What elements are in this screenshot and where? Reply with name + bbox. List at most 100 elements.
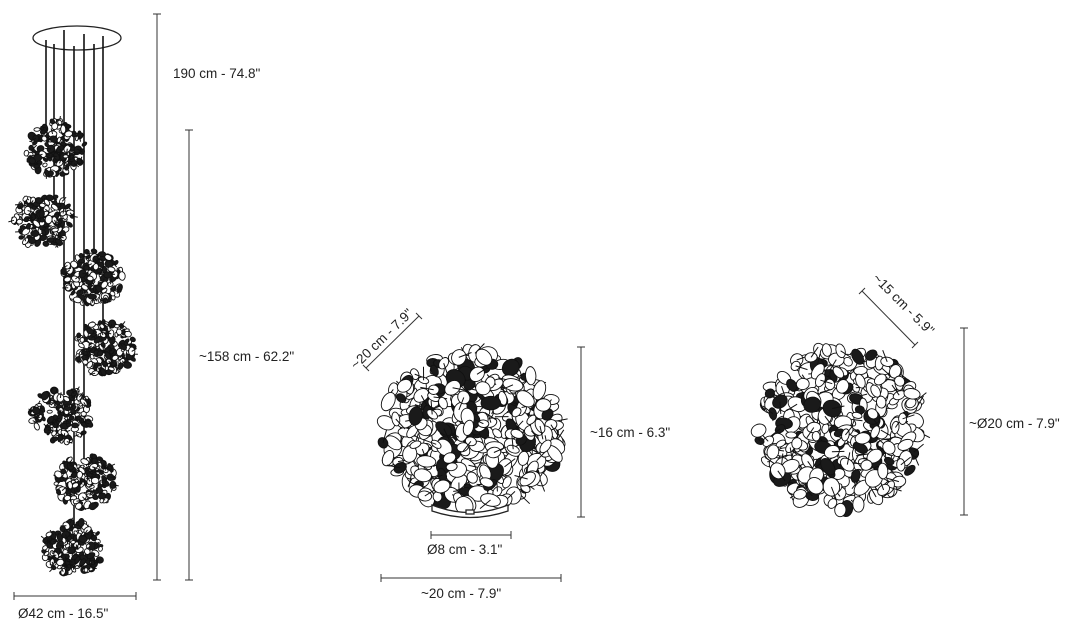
leaf-shape — [65, 284, 72, 292]
leaf-shape — [36, 403, 42, 407]
leaf-shape — [49, 558, 55, 566]
leaf-shape — [75, 356, 82, 362]
leaf-stem — [58, 235, 64, 239]
leaf-shape — [104, 346, 111, 353]
leaf-shape — [22, 195, 29, 202]
leaf-stem — [54, 417, 61, 422]
leaf-shape — [81, 284, 89, 291]
canopy-diameter-dimension-line — [13, 592, 137, 600]
leaf-shape — [129, 336, 136, 343]
leaf-stem — [50, 155, 57, 157]
leaf-stem — [105, 332, 112, 335]
leaf-stem — [30, 200, 34, 206]
leaf-shape — [70, 260, 79, 269]
leaf-stem — [42, 225, 49, 229]
leaf-stem — [62, 265, 68, 269]
leaf-shape — [22, 237, 29, 246]
leaf-shape — [51, 227, 59, 233]
total-height-label: 190 cm - 74.8" — [173, 66, 261, 81]
leaf-shape — [750, 423, 767, 438]
leaf-stem — [76, 148, 83, 153]
leaf-stem — [81, 300, 88, 304]
leaf-shape — [86, 327, 94, 335]
base-diameter-dimension-line — [430, 531, 512, 539]
leaf-shape — [80, 417, 85, 424]
leaf-stem — [27, 210, 34, 213]
leaf-shape — [100, 367, 107, 377]
leaf-shape — [89, 353, 95, 360]
leaf-stem — [19, 205, 24, 212]
leaf-shape — [124, 328, 130, 332]
leaf-stem — [82, 255, 89, 258]
leaf-shape — [41, 229, 47, 236]
leaf-stem — [82, 393, 87, 400]
table-width-label: ~20 cm - 7.9" — [421, 586, 501, 601]
table-lamp-leaf-cluster — [376, 343, 568, 516]
leaf-shape — [19, 225, 26, 230]
leaf-stem — [913, 443, 924, 453]
leaf-shape — [26, 222, 31, 230]
leaf-stem — [119, 352, 124, 359]
leaf-shape — [95, 531, 100, 536]
leaf-stem — [32, 416, 39, 420]
leaf-stem — [58, 409, 62, 416]
leaf-stem — [85, 355, 92, 358]
leaf-shape — [46, 415, 55, 424]
leaf-shape — [62, 154, 69, 159]
leaf-stem — [8, 219, 15, 223]
leaf-shape — [51, 387, 58, 395]
leaf-stem — [73, 434, 79, 438]
leaf-shape — [87, 321, 96, 328]
leaf-shape — [97, 261, 105, 269]
leaf-shape — [65, 422, 72, 428]
leaf-shape — [18, 235, 25, 240]
leaf-stem — [79, 135, 81, 142]
leaf-stem — [131, 347, 137, 352]
leaf-shape — [30, 214, 36, 221]
leaf-shape — [56, 136, 62, 143]
leaf-shape — [51, 430, 57, 437]
leaf-shape — [90, 476, 100, 485]
leaf-shape — [39, 129, 47, 135]
leaf-shape — [87, 293, 97, 300]
leaf-shape — [69, 415, 75, 421]
leaf-shape — [99, 323, 105, 330]
leaf-shape — [57, 435, 63, 442]
leaf-stem — [23, 235, 26, 242]
leaf-shape — [90, 248, 98, 254]
leaf-shape — [98, 546, 103, 552]
leaf-shape — [118, 271, 126, 281]
leaf-stem — [78, 352, 85, 356]
leaf-shape — [79, 337, 85, 343]
leaf-shape — [100, 341, 106, 348]
switch-icon — [465, 509, 475, 515]
leaf-shape — [83, 567, 89, 573]
ceiling-canopy — [32, 25, 122, 51]
leaf-stem — [65, 269, 71, 274]
leaf-stem — [54, 219, 58, 226]
leaf-shape — [41, 135, 48, 142]
leaf-shape — [64, 130, 73, 138]
leaf-stem — [87, 349, 93, 353]
sphere-diameter-dimension-line — [960, 327, 968, 516]
leaf-stem — [116, 288, 121, 294]
leaf-shape — [86, 275, 94, 282]
leaf-stem — [73, 163, 80, 168]
leaf-stem — [103, 321, 109, 326]
leaf-shape — [108, 366, 115, 372]
leaf-stem — [91, 334, 97, 339]
leaf-shape — [59, 525, 66, 533]
leaf-shape — [53, 481, 59, 486]
leaf-shape — [92, 263, 99, 271]
table-width-dimension-line — [380, 574, 562, 582]
sphere-element-size-label: ~15 cm - 5.9" — [870, 271, 937, 338]
leaf-shape — [877, 462, 889, 480]
leaf-shape — [77, 258, 86, 264]
leaf-shape — [83, 265, 90, 271]
leaf-stem — [62, 207, 65, 214]
leaf-stem — [71, 388, 75, 395]
leaf-stem — [64, 413, 70, 418]
leaf-stem — [121, 321, 126, 327]
leaf-shape — [63, 276, 72, 283]
